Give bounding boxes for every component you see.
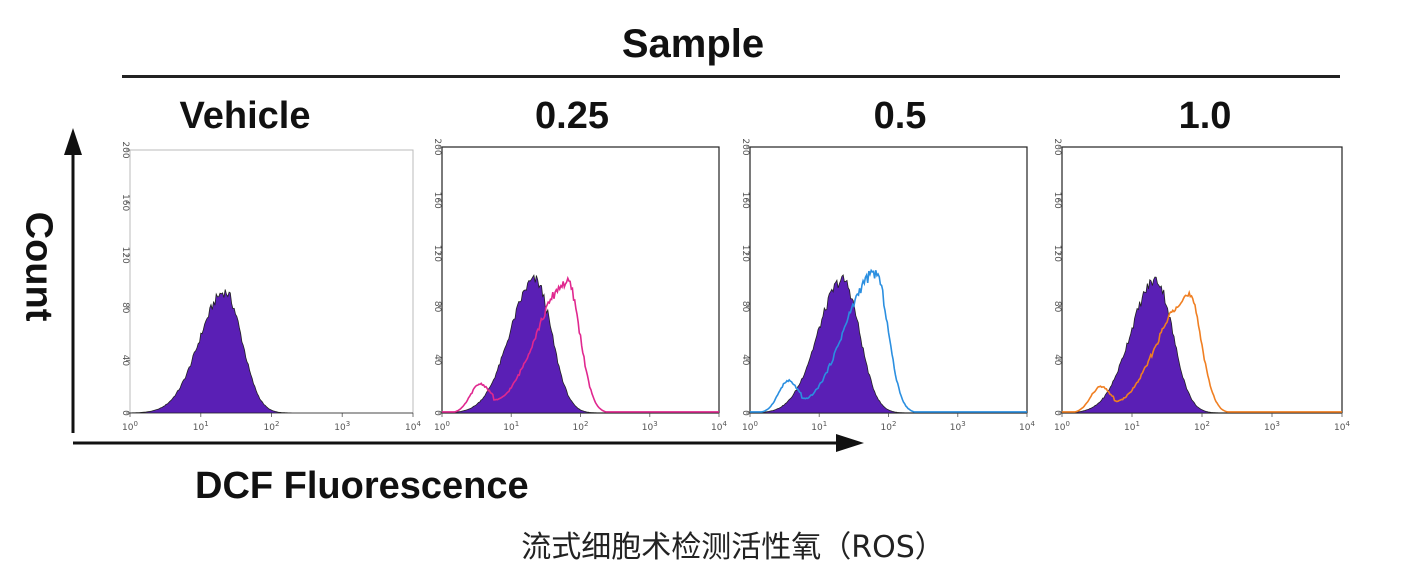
y-tick-label-2-0: 0	[740, 410, 750, 416]
panel-frame-3	[1061, 146, 1343, 414]
y-tick-label-2-3: 120	[740, 245, 750, 262]
x-axis-label: DCF Fluorescence	[195, 465, 529, 507]
y-tick-label-3-5: 200	[1052, 138, 1062, 155]
y-tick-label-0-4: 160	[120, 194, 130, 211]
panel-title-05: 0.5	[873, 95, 927, 137]
x-tick-label-0-1: 101	[193, 420, 209, 433]
panel-title-025: 0.25	[535, 95, 609, 137]
y-tick-label-2-4: 160	[740, 192, 750, 209]
y-tick-label-1-0: 0	[432, 410, 442, 416]
x-tick-label-1-4: 104	[711, 420, 727, 433]
y-tick-label-0-0: 0	[120, 410, 130, 416]
x-tick-label-0-2: 102	[264, 420, 280, 433]
x-tick-label-2-0: 100	[742, 420, 758, 433]
x-tick-label-3-4: 104	[1334, 420, 1350, 433]
x-tick-label-3-0: 100	[1054, 420, 1070, 433]
filled-histogram-0	[129, 289, 413, 414]
x-tick-label-0-4: 104	[405, 420, 421, 433]
outline-histogram-2	[750, 268, 1027, 413]
filled-histogram-2	[749, 274, 1027, 414]
sample-divider	[122, 75, 1340, 78]
y-tick-label-1-2: 80	[432, 301, 442, 313]
y-tick-label-0-5: 200	[120, 141, 130, 158]
outline-histogram-1	[442, 275, 719, 413]
x-tick-label-0-3: 103	[334, 420, 350, 433]
y-tick-label-3-2: 80	[1052, 301, 1062, 313]
y-tick-label-3-0: 0	[1052, 410, 1062, 416]
x-tick-label-1-3: 103	[642, 420, 658, 433]
y-tick-label-3-3: 120	[1052, 245, 1062, 262]
panel-frame-1	[441, 146, 720, 414]
y-tick-label-2-1: 40	[740, 354, 750, 366]
x-tick-label-2-4: 104	[1019, 420, 1035, 433]
y-tick-label-1-3: 120	[432, 245, 442, 262]
x-tick-label-2-3: 103	[950, 420, 966, 433]
sample-title: Sample	[621, 22, 765, 66]
y-tick-label-1-5: 200	[432, 138, 442, 155]
x-tick-label-1-2: 102	[573, 420, 589, 433]
y-arrow-head	[64, 128, 82, 155]
caption: 流式细胞术检测活性氧（ROS）	[521, 530, 945, 565]
panel-title-vehicle: Vehicle	[179, 95, 311, 137]
x-tick-label-3-2: 102	[1194, 420, 1210, 433]
y-tick-label-1-4: 160	[432, 192, 442, 209]
x-tick-label-2-2: 102	[881, 420, 897, 433]
y-tick-label-1-1: 40	[432, 354, 442, 366]
filled-histogram-1	[441, 274, 719, 414]
y-tick-label-0-3: 120	[120, 247, 130, 264]
x-tick-label-0-0: 100	[122, 420, 138, 433]
y-tick-label-0-1: 40	[120, 355, 130, 367]
x-tick-label-2-1: 101	[811, 420, 827, 433]
y-tick-label-3-4: 160	[1052, 192, 1062, 209]
x-arrow-head	[836, 434, 864, 452]
y-tick-label-3-1: 40	[1052, 354, 1062, 366]
panel-frame-0	[129, 149, 414, 414]
y-tick-label-2-5: 200	[740, 138, 750, 155]
y-tick-label-2-2: 80	[740, 301, 750, 313]
x-tick-label-1-1: 101	[503, 420, 519, 433]
y-tick-label-0-2: 80	[120, 302, 130, 314]
outline-histogram-3	[1062, 289, 1342, 413]
panel-frame-2	[749, 146, 1028, 414]
x-tick-label-1-0: 100	[434, 420, 450, 433]
x-tick-label-3-3: 103	[1264, 420, 1280, 433]
panel-title-10: 1.0	[1178, 95, 1232, 137]
x-tick-label-3-1: 101	[1124, 420, 1140, 433]
